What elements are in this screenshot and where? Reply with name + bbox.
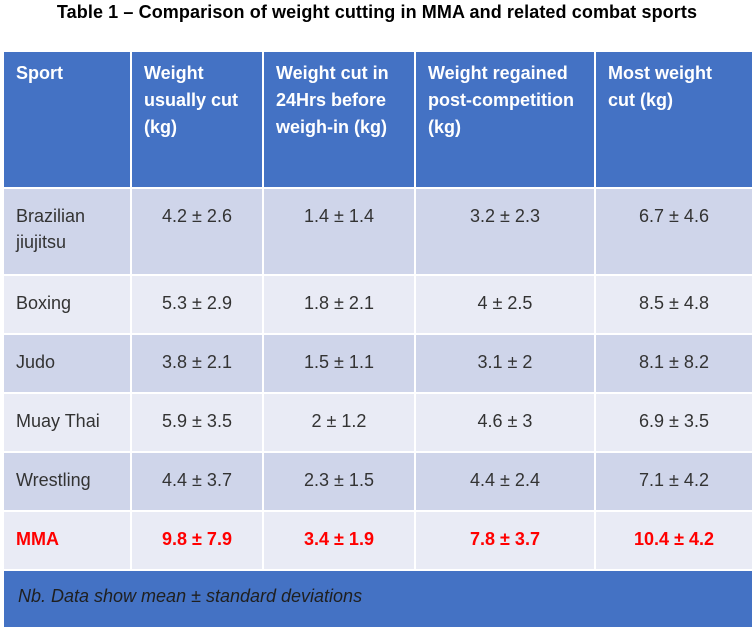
value-cell: 1.4 ± 1.4 xyxy=(262,187,416,276)
table-title: Table 1 – Comparison of weight cutting i… xyxy=(56,2,698,22)
value-cell: 3.4 ± 1.9 xyxy=(262,510,416,571)
value-cell: 2.3 ± 1.5 xyxy=(262,451,416,512)
table-row: Muay Thai 5.9 ± 3.5 2 ± 1.2 4.6 ± 3 6.9 … xyxy=(2,392,754,453)
value-cell: 6.9 ± 3.5 xyxy=(594,392,754,453)
header-sport: Sport xyxy=(2,50,132,189)
value-cell: 4 ± 2.5 xyxy=(414,274,596,335)
table-row-mma: MMA 9.8 ± 7.9 3.4 ± 1.9 7.8 ± 3.7 10.4 ±… xyxy=(2,510,754,571)
value-cell: 1.5 ± 1.1 xyxy=(262,333,416,394)
sport-cell: Brazilian jiujitsu xyxy=(2,187,132,276)
table-row: Boxing 5.3 ± 2.9 1.8 ± 2.1 4 ± 2.5 8.5 ±… xyxy=(2,274,754,335)
footnote: Nb. Data show mean ± standard deviations xyxy=(2,569,754,629)
table-row: Wrestling 4.4 ± 3.7 2.3 ± 1.5 4.4 ± 2.4 … xyxy=(2,451,754,512)
header-weight-regained: Weight regained post-competition (kg) xyxy=(414,50,596,189)
table-row: Brazilian jiujitsu 4.2 ± 2.6 1.4 ± 1.4 3… xyxy=(2,187,754,276)
value-cell: 3.8 ± 2.1 xyxy=(130,333,264,394)
value-cell: 10.4 ± 4.2 xyxy=(594,510,754,571)
value-cell: 4.4 ± 2.4 xyxy=(414,451,596,512)
value-cell: 4.6 ± 3 xyxy=(414,392,596,453)
sport-cell: MMA xyxy=(2,510,132,571)
value-cell: 6.7 ± 4.6 xyxy=(594,187,754,276)
value-cell: 9.8 ± 7.9 xyxy=(130,510,264,571)
table-row: Judo 3.8 ± 2.1 1.5 ± 1.1 3.1 ± 2 8.1 ± 8… xyxy=(2,333,754,394)
value-cell: 8.1 ± 8.2 xyxy=(594,333,754,394)
footnote-row: Nb. Data show mean ± standard deviations xyxy=(2,569,754,629)
weight-cutting-table: Sport Weight usually cut (kg) Weight cut… xyxy=(2,50,754,629)
value-cell: 3.1 ± 2 xyxy=(414,333,596,394)
header-most-weight-cut: Most weight cut (kg) xyxy=(594,50,754,189)
value-cell: 7.1 ± 4.2 xyxy=(594,451,754,512)
value-cell: 8.5 ± 4.8 xyxy=(594,274,754,335)
value-cell: 1.8 ± 2.1 xyxy=(262,274,416,335)
header-weight-usually-cut: Weight usually cut (kg) xyxy=(130,50,264,189)
value-cell: 2 ± 1.2 xyxy=(262,392,416,453)
sport-cell: Muay Thai xyxy=(2,392,132,453)
value-cell: 5.9 ± 3.5 xyxy=(130,392,264,453)
value-cell: 7.8 ± 3.7 xyxy=(414,510,596,571)
sport-cell: Judo xyxy=(2,333,132,394)
sport-cell: Wrestling xyxy=(2,451,132,512)
value-cell: 5.3 ± 2.9 xyxy=(130,274,264,335)
header-weight-cut-24hrs: Weight cut in 24Hrs before weigh-in (kg) xyxy=(262,50,416,189)
value-cell: 4.2 ± 2.6 xyxy=(130,187,264,276)
value-cell: 3.2 ± 2.3 xyxy=(414,187,596,276)
value-cell: 4.4 ± 3.7 xyxy=(130,451,264,512)
sport-cell: Boxing xyxy=(2,274,132,335)
header-row: Sport Weight usually cut (kg) Weight cut… xyxy=(2,50,754,189)
